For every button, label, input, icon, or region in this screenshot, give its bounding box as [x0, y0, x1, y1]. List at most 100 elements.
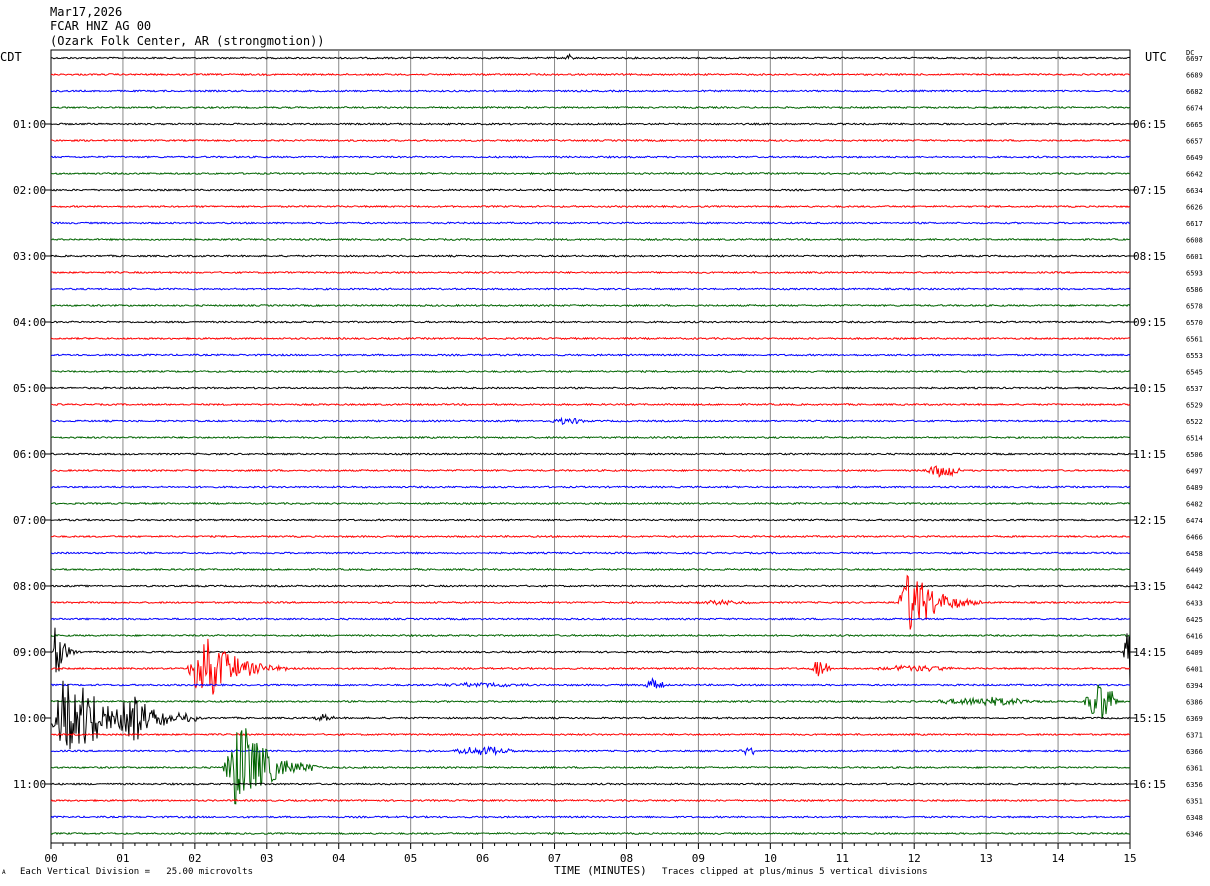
trace-line [50, 237, 1131, 242]
dc-offset-label: 6529 [1186, 402, 1203, 410]
trace-line [51, 732, 1131, 737]
dc-offset-label: 6514 [1186, 435, 1203, 443]
date-label: Mar17,2026 [50, 5, 123, 19]
left-hour-label: 04:00 [13, 316, 46, 329]
trace-line [50, 684, 1131, 719]
left-hour-label: 09:00 [13, 646, 46, 659]
dc-offset-label: 6674 [1186, 105, 1203, 113]
right-hour-label: 12:15 [1133, 514, 1166, 527]
dc-offset-label: 6425 [1186, 616, 1203, 624]
dc-offset-label: 6522 [1186, 418, 1203, 426]
x-tick-label: 03 [260, 852, 273, 865]
trace-line [50, 320, 1131, 324]
scale-note: Each Vertical Division = 25.00 microvolt… [20, 867, 253, 877]
trace-line [50, 204, 1131, 209]
dc-offset-label: 6601 [1186, 253, 1203, 261]
x-tick-label: 15 [1123, 852, 1136, 865]
right-hour-label: 16:15 [1133, 778, 1166, 791]
dc-header-label: DC [1186, 49, 1195, 57]
trace-line [50, 627, 1131, 686]
corner-mark: A [2, 869, 6, 876]
right-hour-label: 07:15 [1133, 184, 1166, 197]
dc-offset-label: 6561 [1186, 336, 1203, 344]
dc-offset-label: 6617 [1186, 220, 1203, 228]
dc-offset-label: 6665 [1186, 121, 1203, 129]
right-hour-label: 08:15 [1133, 250, 1166, 263]
dc-offset-label: 6570 [1186, 319, 1203, 327]
trace-line [50, 171, 1131, 176]
x-tick-label: 02 [188, 852, 201, 865]
right-hour-label: 14:15 [1133, 646, 1166, 659]
trace-line [50, 574, 1131, 630]
trace-line [50, 353, 1131, 357]
left-hour-label: 06:00 [13, 448, 46, 461]
x-tick-label: 08 [620, 852, 633, 865]
trace-line [51, 369, 1131, 374]
x-tick-label: 10 [764, 852, 777, 865]
dc-offset-label: 6416 [1186, 633, 1203, 641]
trace-line [50, 798, 1131, 803]
x-tick-label: 05 [404, 852, 417, 865]
clip-note: Traces clipped at plus/minus 5 vertical … [662, 867, 928, 877]
right-hour-label: 15:15 [1133, 712, 1166, 725]
trace-line [50, 287, 1131, 291]
dc-offset-label: 6449 [1186, 567, 1203, 575]
x-tick-label: 12 [908, 852, 921, 865]
dc-offset-label: 6442 [1186, 583, 1203, 591]
x-tick-label: 11 [836, 852, 849, 865]
dc-offset-label: 6409 [1186, 649, 1203, 657]
dc-offset-label: 6386 [1186, 699, 1203, 707]
dc-offset-label: 6586 [1186, 286, 1203, 294]
dc-offset-label: 6401 [1186, 666, 1203, 674]
dc-offset-label: 6578 [1186, 303, 1203, 311]
left-hour-label: 05:00 [13, 382, 46, 395]
trace-line [50, 402, 1131, 407]
x-tick-label: 06 [476, 852, 489, 865]
trace-line [50, 435, 1131, 440]
trace-line [50, 680, 1131, 750]
station-label: (Ozark Folk Center, AR (strongmotion)) [50, 34, 325, 48]
dc-offset-label: 6394 [1186, 682, 1203, 690]
trace-line [50, 782, 1131, 786]
x-tick-label: 13 [980, 852, 993, 865]
dc-offset-label: 6497 [1186, 468, 1203, 476]
dc-offset-label: 6366 [1186, 748, 1203, 756]
dc-offset-label: 6474 [1186, 517, 1203, 525]
left-hour-label: 08:00 [13, 580, 46, 593]
x-tick-label: 09 [692, 852, 705, 865]
dc-offset-label: 6433 [1186, 600, 1203, 608]
dc-offset-label: 6506 [1186, 451, 1203, 459]
trace-line [50, 745, 1131, 757]
trace-line [50, 155, 1131, 159]
left-hour-label: 07:00 [13, 514, 46, 527]
plot-frame [50, 49, 1131, 844]
trace-line [50, 584, 1131, 588]
dc-offset-label: 6682 [1186, 88, 1203, 96]
trace-line [50, 633, 1130, 638]
trace-line [50, 270, 1130, 275]
trace-line [50, 52, 1131, 60]
right-hour-label: 13:15 [1133, 580, 1166, 593]
dc-offset-label: 6649 [1186, 154, 1203, 162]
right-hour-label: 09:15 [1133, 316, 1166, 329]
dc-offset-label: 6697 [1186, 55, 1203, 63]
trace-line [50, 815, 1131, 819]
trace-line [50, 551, 1131, 555]
dc-offset-label: 6545 [1186, 369, 1203, 377]
dc-offset-label: 6361 [1186, 765, 1203, 773]
trace-line [50, 89, 1131, 93]
dc-offset-label: 6689 [1186, 72, 1203, 80]
left-hour-label: 02:00 [13, 184, 46, 197]
x-axis-title: TIME (MINUTES) [554, 864, 647, 877]
trace-line [50, 534, 1131, 539]
dc-offset-label: 6489 [1186, 484, 1203, 492]
trace-line [50, 254, 1131, 258]
trace-line [50, 465, 1131, 478]
x-tick-label: 07 [548, 852, 561, 865]
trace-line [50, 188, 1131, 192]
dc-offset-label: 6626 [1186, 204, 1203, 212]
left-hour-label: 11:00 [13, 778, 46, 791]
dc-offset-label: 6369 [1186, 715, 1203, 723]
dc-offset-label: 6371 [1186, 732, 1203, 740]
